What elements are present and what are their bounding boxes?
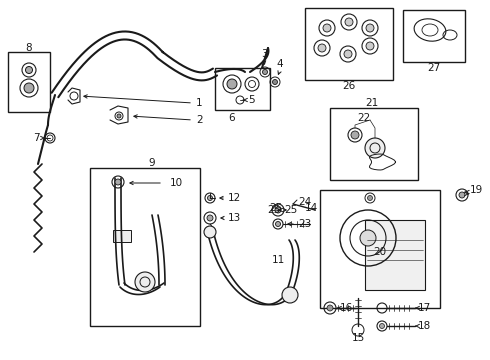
Bar [113, 230, 131, 242]
Text: 14: 14 [305, 203, 318, 213]
Bar [330, 108, 418, 180]
Bar [215, 68, 270, 110]
Circle shape [263, 69, 268, 75]
Circle shape [275, 221, 280, 226]
Circle shape [459, 192, 465, 198]
Text: 25: 25 [268, 205, 281, 215]
Text: 22: 22 [357, 113, 370, 123]
Text: 6: 6 [229, 113, 235, 123]
Circle shape [115, 179, 121, 185]
Text: 9: 9 [148, 158, 155, 168]
Bar [365, 220, 425, 290]
Circle shape [275, 207, 281, 213]
Circle shape [117, 114, 121, 118]
Text: 27: 27 [427, 63, 441, 73]
Circle shape [24, 83, 34, 93]
Text: 15: 15 [351, 333, 365, 343]
Text: 21: 21 [366, 98, 379, 108]
Text: 5: 5 [248, 95, 255, 105]
Circle shape [207, 215, 213, 221]
Bar [8, 52, 50, 112]
Circle shape [227, 79, 237, 89]
Circle shape [282, 287, 298, 303]
Circle shape [25, 67, 32, 73]
Text: 26: 26 [343, 81, 356, 91]
Text: 19: 19 [470, 185, 483, 195]
Circle shape [135, 272, 155, 292]
Text: 17: 17 [418, 303, 431, 313]
Bar [90, 168, 200, 326]
Text: 25: 25 [269, 203, 282, 213]
Text: 8: 8 [25, 43, 32, 53]
Text: 4: 4 [277, 59, 283, 69]
Text: 13: 13 [228, 213, 241, 223]
Text: 2: 2 [196, 115, 203, 125]
Circle shape [368, 195, 372, 201]
Circle shape [344, 50, 352, 58]
Text: 7: 7 [33, 133, 40, 143]
Text: 1: 1 [196, 98, 203, 108]
Text: 11: 11 [271, 255, 285, 265]
Text: 23: 23 [298, 219, 311, 229]
Circle shape [318, 44, 326, 52]
Circle shape [204, 226, 216, 238]
Text: 3: 3 [261, 49, 268, 59]
Circle shape [366, 42, 374, 50]
Text: 18: 18 [418, 321, 431, 331]
Circle shape [366, 24, 374, 32]
Text: 20: 20 [373, 247, 387, 257]
Text: 12: 12 [228, 193, 241, 203]
Circle shape [323, 24, 331, 32]
Text: 24: 24 [298, 197, 311, 207]
Text: 10: 10 [170, 178, 183, 188]
Text: 16: 16 [340, 303, 353, 313]
Circle shape [360, 230, 376, 246]
Circle shape [345, 18, 353, 26]
Circle shape [272, 80, 277, 85]
Circle shape [327, 305, 333, 311]
Circle shape [351, 131, 359, 139]
Text: 25: 25 [284, 205, 297, 215]
Bar [305, 8, 393, 80]
Bar [403, 10, 465, 62]
Circle shape [365, 138, 385, 158]
Bar [320, 190, 440, 308]
Circle shape [207, 195, 213, 201]
Circle shape [379, 324, 385, 328]
